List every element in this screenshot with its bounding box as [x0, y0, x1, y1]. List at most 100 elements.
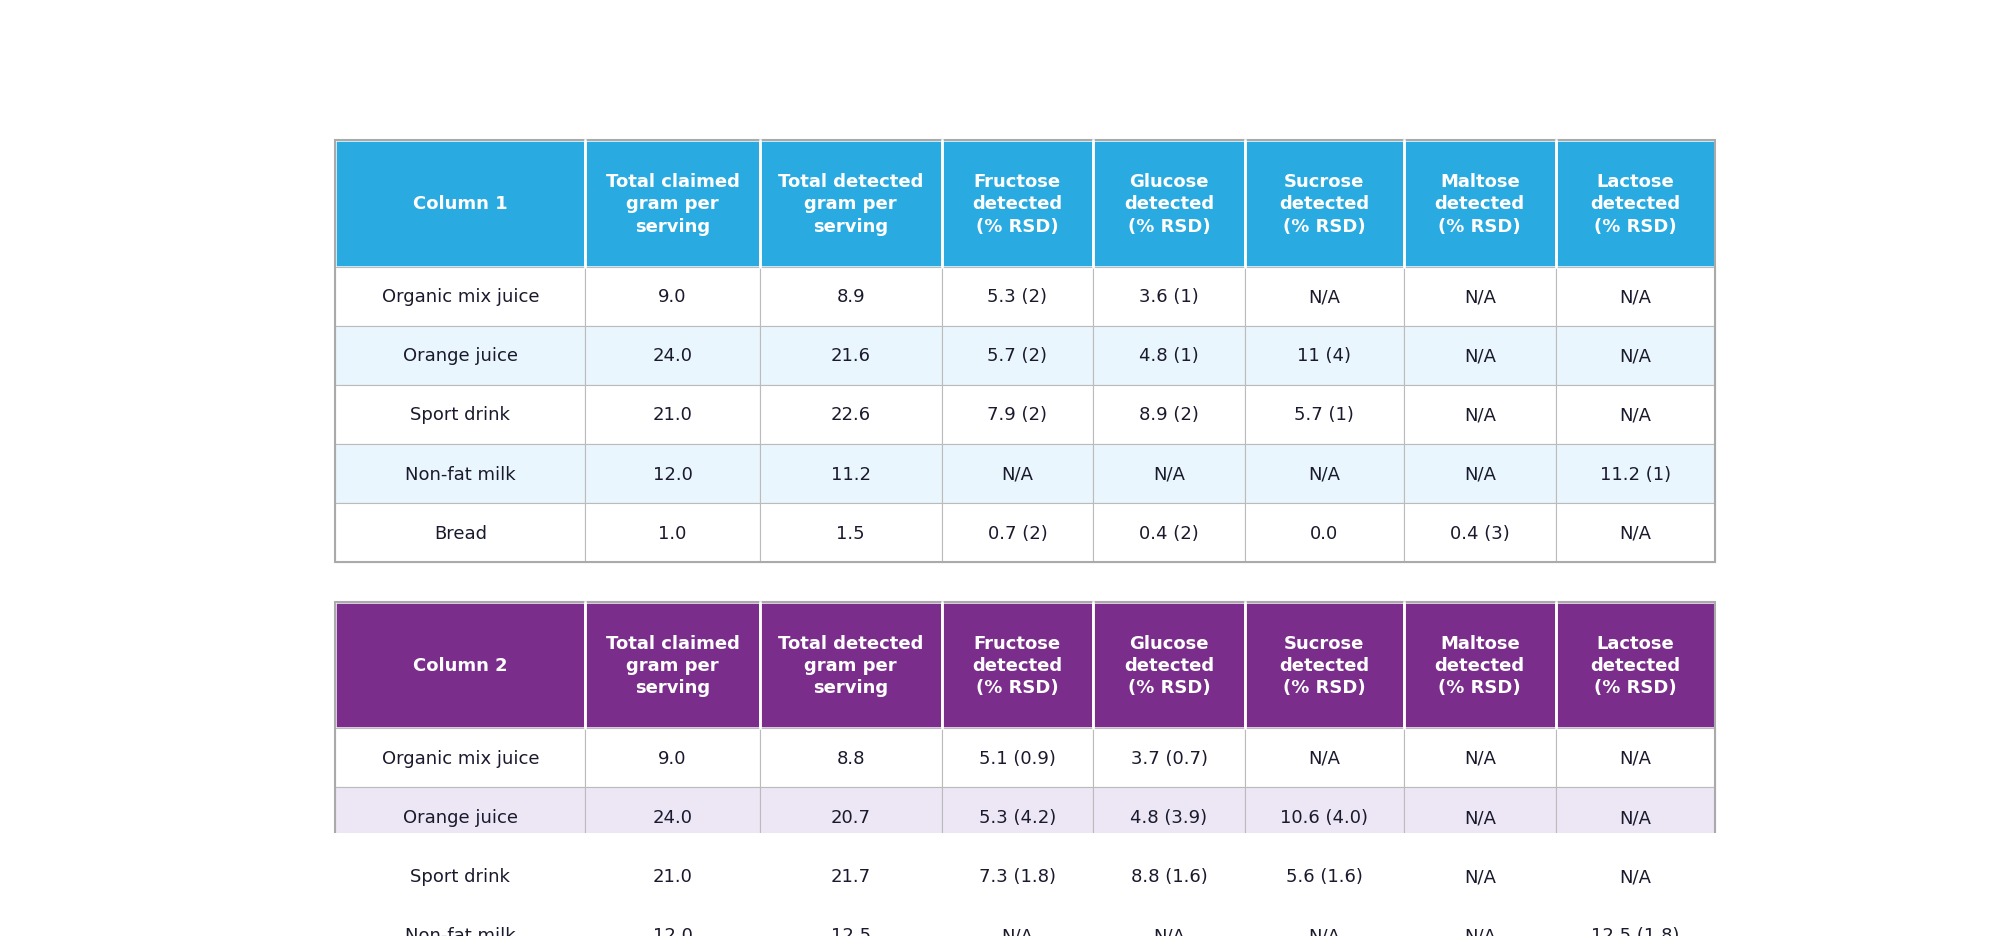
Bar — [1244, 787, 1404, 847]
Bar — [336, 603, 586, 728]
Text: N/A: N/A — [1308, 465, 1340, 483]
Bar — [336, 787, 586, 847]
Bar — [1556, 504, 1714, 563]
Bar — [1094, 386, 1244, 445]
Text: Glucose
detected
(% RSD): Glucose detected (% RSD) — [1124, 635, 1214, 696]
Bar — [1244, 504, 1404, 563]
Text: 8.9: 8.9 — [836, 288, 864, 306]
Bar — [942, 728, 1094, 787]
Bar — [336, 445, 586, 504]
Bar — [1094, 327, 1244, 386]
Text: 24.0: 24.0 — [652, 808, 692, 826]
Text: Maltose
detected
(% RSD): Maltose detected (% RSD) — [1434, 635, 1524, 696]
Text: 10.6 (4.0): 10.6 (4.0) — [1280, 808, 1368, 826]
Bar — [942, 327, 1094, 386]
Text: 20.7: 20.7 — [830, 808, 870, 826]
Bar — [586, 906, 760, 936]
Bar — [586, 787, 760, 847]
Bar — [1094, 847, 1244, 906]
Bar — [1244, 386, 1404, 445]
Bar — [1404, 327, 1556, 386]
Text: 3.7 (0.7): 3.7 (0.7) — [1130, 749, 1208, 768]
Text: N/A: N/A — [1464, 868, 1496, 885]
Text: N/A: N/A — [1308, 749, 1340, 768]
Text: N/A: N/A — [1002, 927, 1034, 936]
Bar — [1556, 603, 1714, 728]
Text: 0.4 (2): 0.4 (2) — [1140, 524, 1198, 542]
Bar — [1556, 847, 1714, 906]
Bar — [1094, 603, 1244, 728]
Text: 4.8 (3.9): 4.8 (3.9) — [1130, 808, 1208, 826]
Text: 4.8 (1): 4.8 (1) — [1140, 347, 1198, 365]
Bar — [336, 728, 586, 787]
Text: Sucrose
detected
(% RSD): Sucrose detected (% RSD) — [1280, 173, 1370, 235]
Bar — [760, 141, 942, 268]
Bar — [336, 847, 586, 906]
Text: Sport drink: Sport drink — [410, 868, 510, 885]
Text: N/A: N/A — [1620, 288, 1652, 306]
Bar — [760, 847, 942, 906]
Text: 22.6: 22.6 — [830, 406, 870, 424]
Text: Lactose
detected
(% RSD): Lactose detected (% RSD) — [1590, 173, 1680, 235]
Text: 5.7 (1): 5.7 (1) — [1294, 406, 1354, 424]
Text: 7.3 (1.8): 7.3 (1.8) — [978, 868, 1056, 885]
Text: 5.7 (2): 5.7 (2) — [988, 347, 1048, 365]
Bar — [586, 603, 760, 728]
Bar — [586, 268, 760, 327]
Text: Total detected
gram per
serving: Total detected gram per serving — [778, 635, 924, 696]
Text: Lactose
detected
(% RSD): Lactose detected (% RSD) — [1590, 635, 1680, 696]
Text: 12.5 (1.8): 12.5 (1.8) — [1590, 927, 1680, 936]
Bar — [336, 141, 1714, 563]
Bar — [942, 504, 1094, 563]
Text: N/A: N/A — [1620, 347, 1652, 365]
Bar — [336, 327, 586, 386]
Bar — [1094, 728, 1244, 787]
Text: 0.0: 0.0 — [1310, 524, 1338, 542]
Bar — [942, 268, 1094, 327]
Text: 0.4 (3): 0.4 (3) — [1450, 524, 1510, 542]
Text: 5.1 (0.9): 5.1 (0.9) — [978, 749, 1056, 768]
Bar — [586, 728, 760, 787]
Bar — [1556, 787, 1714, 847]
Text: 24.0: 24.0 — [652, 347, 692, 365]
Bar — [586, 386, 760, 445]
Text: 7.9 (2): 7.9 (2) — [988, 406, 1048, 424]
Bar — [942, 603, 1094, 728]
Text: 21.6: 21.6 — [830, 347, 870, 365]
Text: 21.0: 21.0 — [652, 868, 692, 885]
Text: Non-fat milk: Non-fat milk — [406, 927, 516, 936]
Bar — [1094, 906, 1244, 936]
Bar — [1556, 906, 1714, 936]
Text: 8.8: 8.8 — [836, 749, 864, 768]
Bar — [336, 386, 586, 445]
Text: N/A: N/A — [1620, 808, 1652, 826]
Bar — [336, 268, 586, 327]
Text: N/A: N/A — [1464, 927, 1496, 936]
Text: 12.5: 12.5 — [830, 927, 870, 936]
Bar — [1556, 268, 1714, 327]
Bar — [760, 386, 942, 445]
Text: 5.3 (4.2): 5.3 (4.2) — [978, 808, 1056, 826]
Bar — [1404, 141, 1556, 268]
Bar — [1244, 906, 1404, 936]
Text: 9.0: 9.0 — [658, 749, 686, 768]
Text: 5.3 (2): 5.3 (2) — [988, 288, 1048, 306]
Bar — [760, 445, 942, 504]
Text: 11.2: 11.2 — [830, 465, 870, 483]
Bar — [586, 504, 760, 563]
Text: N/A: N/A — [1620, 749, 1652, 768]
Text: Total claimed
gram per
serving: Total claimed gram per serving — [606, 635, 740, 696]
Text: 9.0: 9.0 — [658, 288, 686, 306]
Bar — [942, 141, 1094, 268]
Bar — [1404, 728, 1556, 787]
Text: 3.6 (1): 3.6 (1) — [1140, 288, 1198, 306]
Text: Total claimed
gram per
serving: Total claimed gram per serving — [606, 173, 740, 235]
Text: N/A: N/A — [1464, 347, 1496, 365]
Bar — [1404, 906, 1556, 936]
Text: Fructose
detected
(% RSD): Fructose detected (% RSD) — [972, 173, 1062, 235]
Text: N/A: N/A — [1620, 868, 1652, 885]
Bar — [942, 445, 1094, 504]
Bar — [760, 728, 942, 787]
Bar — [1244, 327, 1404, 386]
Text: N/A: N/A — [1002, 465, 1034, 483]
